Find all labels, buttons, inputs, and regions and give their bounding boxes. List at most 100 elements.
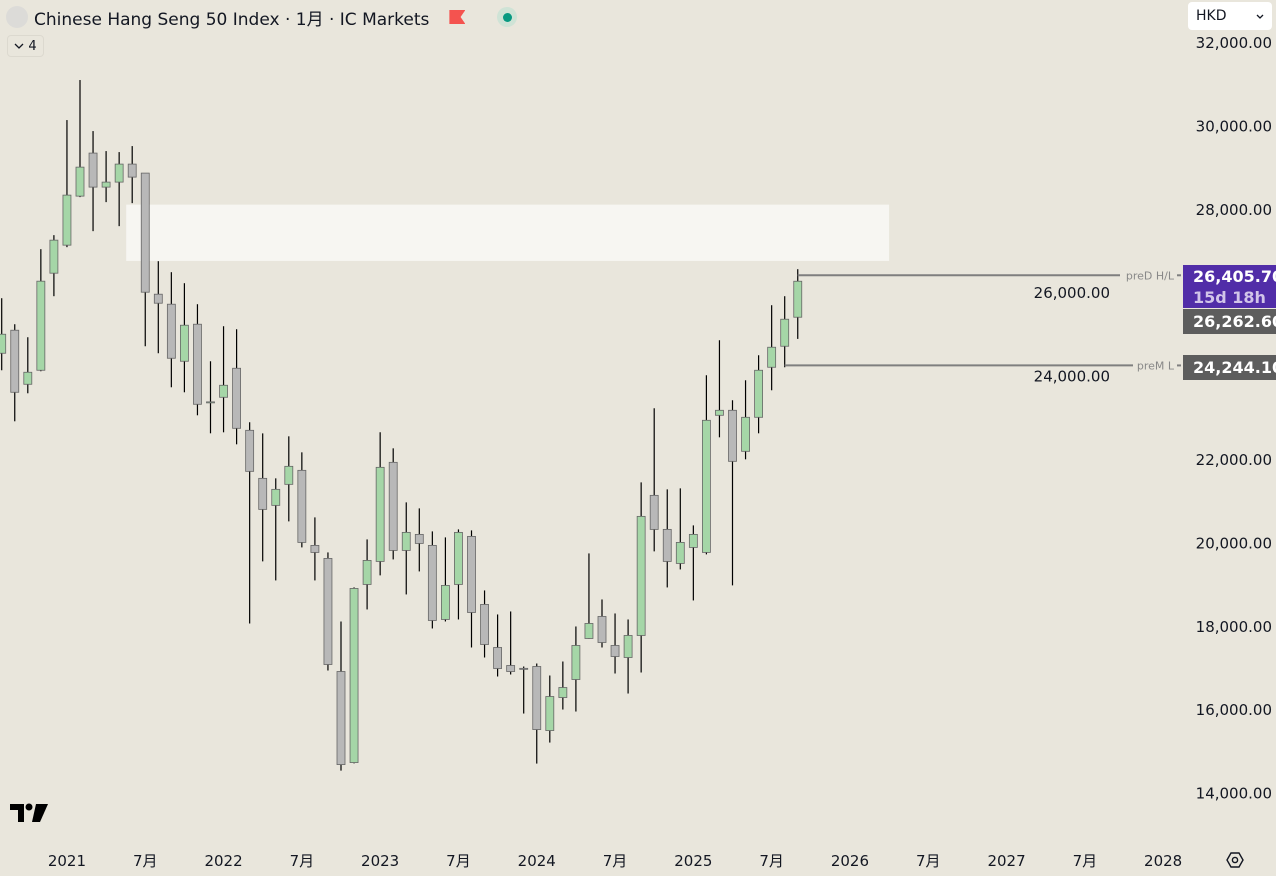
y-axis-tick-label: 32,000.00: [1196, 34, 1272, 52]
candle-up: [375, 466, 385, 562]
candle-up: [767, 346, 777, 368]
candle-down: [193, 323, 202, 405]
candle-up: [780, 318, 790, 347]
candle-up: [179, 324, 189, 362]
candle-up: [571, 645, 581, 680]
y-axis-tick-label: 20,000.00: [1196, 534, 1272, 552]
pred-high-value: 26,405.70: [1193, 267, 1276, 286]
level-label: preD H/L: [1126, 269, 1175, 282]
bar-countdown: 15d 18h: [1193, 288, 1266, 307]
level-label: preM L: [1137, 359, 1175, 372]
candle-down: [532, 666, 542, 730]
currency-value: HKD: [1196, 8, 1227, 24]
y-axis-tick-label: 30,000.00: [1196, 117, 1272, 135]
flag-icon[interactable]: [449, 10, 466, 24]
candle-down: [297, 469, 307, 543]
candle-up: [114, 163, 124, 183]
x-axis-tick-label: 7月: [290, 852, 315, 870]
candle-up: [623, 635, 633, 658]
candle-down: [519, 667, 529, 670]
y-axis-tick-label: 16,000.00: [1196, 701, 1272, 719]
candle-up: [206, 401, 215, 404]
currency-select[interactable]: HKD: [1188, 2, 1272, 30]
candle-up: [349, 588, 359, 763]
x-axis-tick-label: 7月: [133, 852, 158, 870]
candle-up: [75, 166, 85, 197]
candle-down: [597, 616, 607, 643]
candle-down: [427, 545, 437, 621]
candle-down: [336, 671, 346, 765]
x-axis-tick-label: 2025: [674, 852, 712, 870]
candle-up: [545, 696, 555, 731]
candle-down: [88, 152, 98, 188]
candle-up: [793, 280, 803, 318]
candle-down: [662, 528, 672, 562]
candle-down: [480, 604, 489, 645]
symbol-header: Chinese Hang Seng 50 Index · 1月 · IC Mar…: [6, 4, 518, 30]
x-axis-tick-label: 2024: [518, 852, 556, 870]
candle-up: [715, 409, 724, 416]
candle-up: [741, 416, 750, 452]
symbol-title[interactable]: Chinese Hang Seng 50 Index · 1月 · IC Mar…: [34, 9, 430, 30]
indicators-toggle-button[interactable]: 4: [7, 35, 44, 57]
last-price-label: 26,262.60: [1183, 309, 1276, 334]
candle-down: [140, 172, 150, 293]
x-axis-tick-label: 2026: [831, 852, 869, 870]
y-axis-tick-label: 18,000.00: [1196, 618, 1272, 636]
candle-down: [153, 293, 163, 304]
candle-down: [258, 477, 268, 510]
y-axis-tick-label: 14,000.00: [1196, 785, 1272, 803]
candle-down: [10, 329, 20, 393]
candle-up: [101, 181, 111, 188]
supply-zone: [126, 204, 890, 261]
indicator-count: 4: [28, 38, 37, 54]
candle-down: [610, 645, 620, 657]
candle-up: [49, 239, 59, 274]
candle-up: [754, 369, 763, 418]
candle-down: [467, 535, 476, 613]
candle-down: [728, 409, 737, 462]
candle-up: [675, 542, 685, 564]
candle-down: [414, 533, 424, 544]
x-axis-tick-label: 7月: [916, 852, 941, 870]
candle-up: [219, 384, 228, 398]
live-status-icon: [497, 7, 518, 27]
candle-up: [688, 533, 698, 548]
y-axis-tick-label: 24,000.00: [1034, 368, 1110, 386]
y-axis-tick-label: 28,000.00: [1196, 201, 1272, 219]
x-axis-tick-label: 7月: [759, 852, 784, 870]
tradingview-logo-icon[interactable]: [10, 802, 50, 824]
candle-up: [584, 623, 594, 639]
symbol-logo-icon: [6, 6, 28, 28]
candle-down: [166, 303, 176, 359]
candle-down: [493, 647, 503, 669]
y-axis-tick-label: 22,000.00: [1196, 451, 1272, 469]
candle-down: [127, 163, 137, 178]
x-axis-tick-label: 2023: [361, 852, 399, 870]
candle-down: [245, 429, 255, 472]
candle-down: [388, 461, 398, 551]
candle-up: [702, 419, 711, 553]
candle-up: [636, 515, 646, 636]
candle-down: [232, 367, 242, 429]
candle-down: [649, 494, 659, 530]
prem-low-price-label: 24,244.10: [1183, 355, 1276, 380]
candle-up: [284, 465, 294, 485]
candle-up: [401, 531, 411, 551]
candle-up: [558, 687, 568, 698]
x-axis-tick-label: 7月: [446, 852, 471, 870]
candle-up: [440, 585, 450, 620]
candle-up: [0, 333, 7, 354]
candle-up: [62, 194, 72, 246]
candle-up: [454, 531, 463, 585]
settings-icon[interactable]: [1225, 850, 1245, 870]
chevron-down-icon: [14, 43, 24, 49]
candle-down: [310, 545, 320, 553]
x-axis-tick-label: 2028: [1144, 852, 1182, 870]
x-axis-tick-label: 7月: [1073, 852, 1098, 870]
candle-down: [506, 665, 516, 672]
pred-high-price-label: 26,405.70 15d 18h: [1183, 265, 1276, 308]
candle-up: [362, 560, 372, 585]
y-axis-tick-label: 26,000.00: [1034, 284, 1110, 302]
